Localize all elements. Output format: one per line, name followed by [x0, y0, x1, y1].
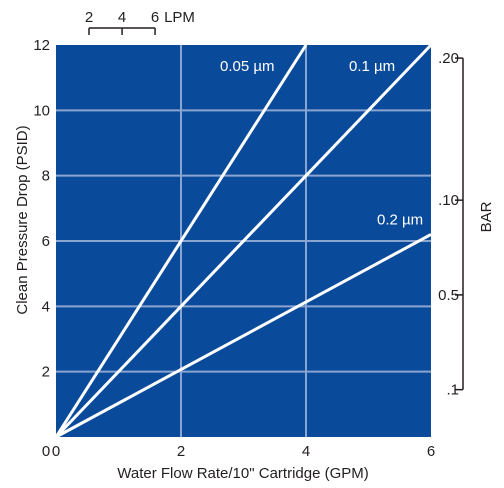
- x-tick-label-0: 0: [52, 443, 60, 460]
- right-axis: .1 0.5 .10 .20: [438, 50, 464, 399]
- right-axis-label-1: 0.5: [438, 287, 459, 304]
- x-tick-label-6: 6: [427, 443, 435, 460]
- series-line-0-05-m: [54, 44, 308, 438]
- y-tick-label-2: 2: [42, 364, 50, 381]
- series-line-0-1-m: [54, 43, 433, 439]
- series-lines: [54, 43, 433, 439]
- series-label-0-05-m: 0.05 µm: [220, 58, 275, 75]
- top-axis-label-6: 6: [151, 9, 159, 26]
- x-axis-title: Water Flow Rate/10" Cartridge (GPM): [117, 465, 369, 482]
- y-tick-label-4: 4: [42, 298, 50, 315]
- top-axis-label-4: 4: [118, 9, 126, 26]
- series-label-0-1-m: 0.1 µm: [349, 58, 395, 75]
- right-axis-label-3: .20: [438, 50, 459, 67]
- right-axis-title: BAR: [478, 201, 495, 232]
- top-axis-label-2: 2: [85, 9, 93, 26]
- top-axis: 2 4 6 LPM: [85, 9, 195, 35]
- x-tick-label-4: 4: [302, 443, 310, 460]
- right-axis-label-0: .1: [446, 382, 459, 399]
- y-tick-label-6: 6: [42, 233, 50, 250]
- y-tick-label-10: 10: [33, 102, 50, 119]
- series-label-0-2-m: 0.2 µm: [377, 211, 423, 228]
- y-tick-label-12: 12: [33, 37, 50, 54]
- y-axis-ticks: 2 4 6 8 10 12: [33, 37, 50, 381]
- top-axis-unit-label: LPM: [164, 9, 195, 26]
- series-line-0-2-m: [55, 233, 432, 439]
- y-tick-label-8: 8: [42, 168, 50, 185]
- y-tick-label-0: 0: [42, 443, 50, 460]
- x-axis-ticks: 0 2 4 6 0: [42, 443, 435, 460]
- right-axis-label-2: .10: [438, 192, 459, 209]
- series-labels: 0.05 µm 0.1 µm 0.2 µm: [220, 58, 423, 228]
- y-axis-title: Clean Pressure Drop (PSID): [14, 125, 31, 314]
- x-tick-label-2: 2: [177, 443, 185, 460]
